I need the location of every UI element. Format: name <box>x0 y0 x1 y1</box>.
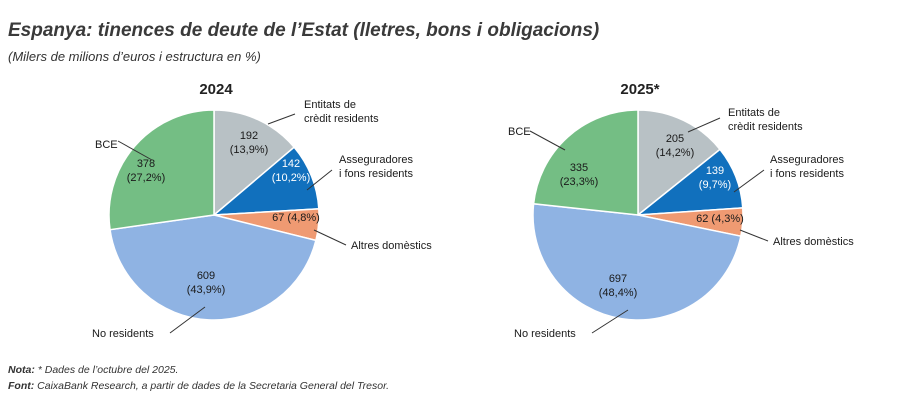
percent-label: (43,9%) <box>187 284 226 296</box>
percent-label: (14,2%) <box>656 147 695 159</box>
leader-line <box>733 169 765 193</box>
category-label: Entitats de <box>304 99 356 111</box>
leader-line <box>687 117 721 133</box>
font-label: Font: <box>8 380 35 392</box>
leader-line <box>117 140 153 161</box>
leader-line <box>169 306 206 334</box>
chart-subtitle: (Milers de milions d’euros i estructura … <box>8 49 261 64</box>
value-label: 697 <box>609 273 627 285</box>
value-label: 192 <box>240 130 258 142</box>
leader-line <box>739 229 769 242</box>
value-label: 335 <box>570 162 588 174</box>
slice-nores <box>109 214 317 321</box>
leader-line <box>313 229 347 246</box>
slice-credit <box>637 109 722 217</box>
category-label: BCE <box>508 126 531 138</box>
pie-chart-0: 2024 192 (13,9%) Entitats de crèdit resident… <box>92 81 432 340</box>
category-label: Entitats de <box>728 107 780 119</box>
percent-label: (13,9%) <box>230 144 269 156</box>
leader-line <box>529 130 566 151</box>
value-label: 62 (4,3%) <box>696 213 744 225</box>
footnote: Nota: * Dades de l’octubre del 2025. <box>8 364 178 376</box>
nota-label: Nota: <box>8 364 35 376</box>
slice-BCE <box>108 109 215 231</box>
percent-label: (9,7%) <box>699 179 731 191</box>
slice-nores <box>532 202 742 321</box>
leader-line <box>306 169 333 191</box>
nota-text: * Dades de l’octubre del 2025. <box>34 364 179 376</box>
leader-line <box>591 309 629 334</box>
category-label: i fons residents <box>770 168 844 180</box>
value-label: 139 <box>706 165 724 177</box>
percent-label: (27,2%) <box>127 172 166 184</box>
percent-label: (10,2%) <box>272 172 311 184</box>
category-label: Asseguradores <box>770 154 844 166</box>
chart-title: Espanya: tinences de deute de l’Estat (l… <box>8 20 600 41</box>
source-note: Font: CaixaBank Research, a partir de da… <box>8 380 389 392</box>
value-label: 609 <box>197 270 215 282</box>
category-label: crèdit residents <box>304 113 379 125</box>
pie-title: 2025* <box>620 81 659 98</box>
category-label: No residents <box>514 328 576 340</box>
percent-label: (48,4%) <box>599 287 638 299</box>
category-label: BCE <box>95 139 118 151</box>
category-label: Asseguradores <box>339 154 413 166</box>
font-text: CaixaBank Research, a partir de dades de… <box>34 380 390 392</box>
category-label: Altres domèstics <box>351 240 432 252</box>
category-label: Altres domèstics <box>773 236 854 248</box>
pie-title: 2024 <box>199 81 233 98</box>
leader-line <box>267 113 296 125</box>
slice-BCE <box>532 109 639 216</box>
category-label: No residents <box>92 328 154 340</box>
value-label: 142 <box>282 158 300 170</box>
category-label: crèdit residents <box>728 121 803 133</box>
value-label: 205 <box>666 133 684 145</box>
pie-chart-1: 2025* 205 (14,2%) Entitats de crèdit residen… <box>508 81 854 340</box>
value-label: 378 <box>137 158 155 170</box>
slice-credit <box>213 109 296 217</box>
value-label: 67 (4,8%) <box>272 212 320 224</box>
percent-label: (23,3%) <box>560 176 599 188</box>
category-label: i fons residents <box>339 168 413 180</box>
